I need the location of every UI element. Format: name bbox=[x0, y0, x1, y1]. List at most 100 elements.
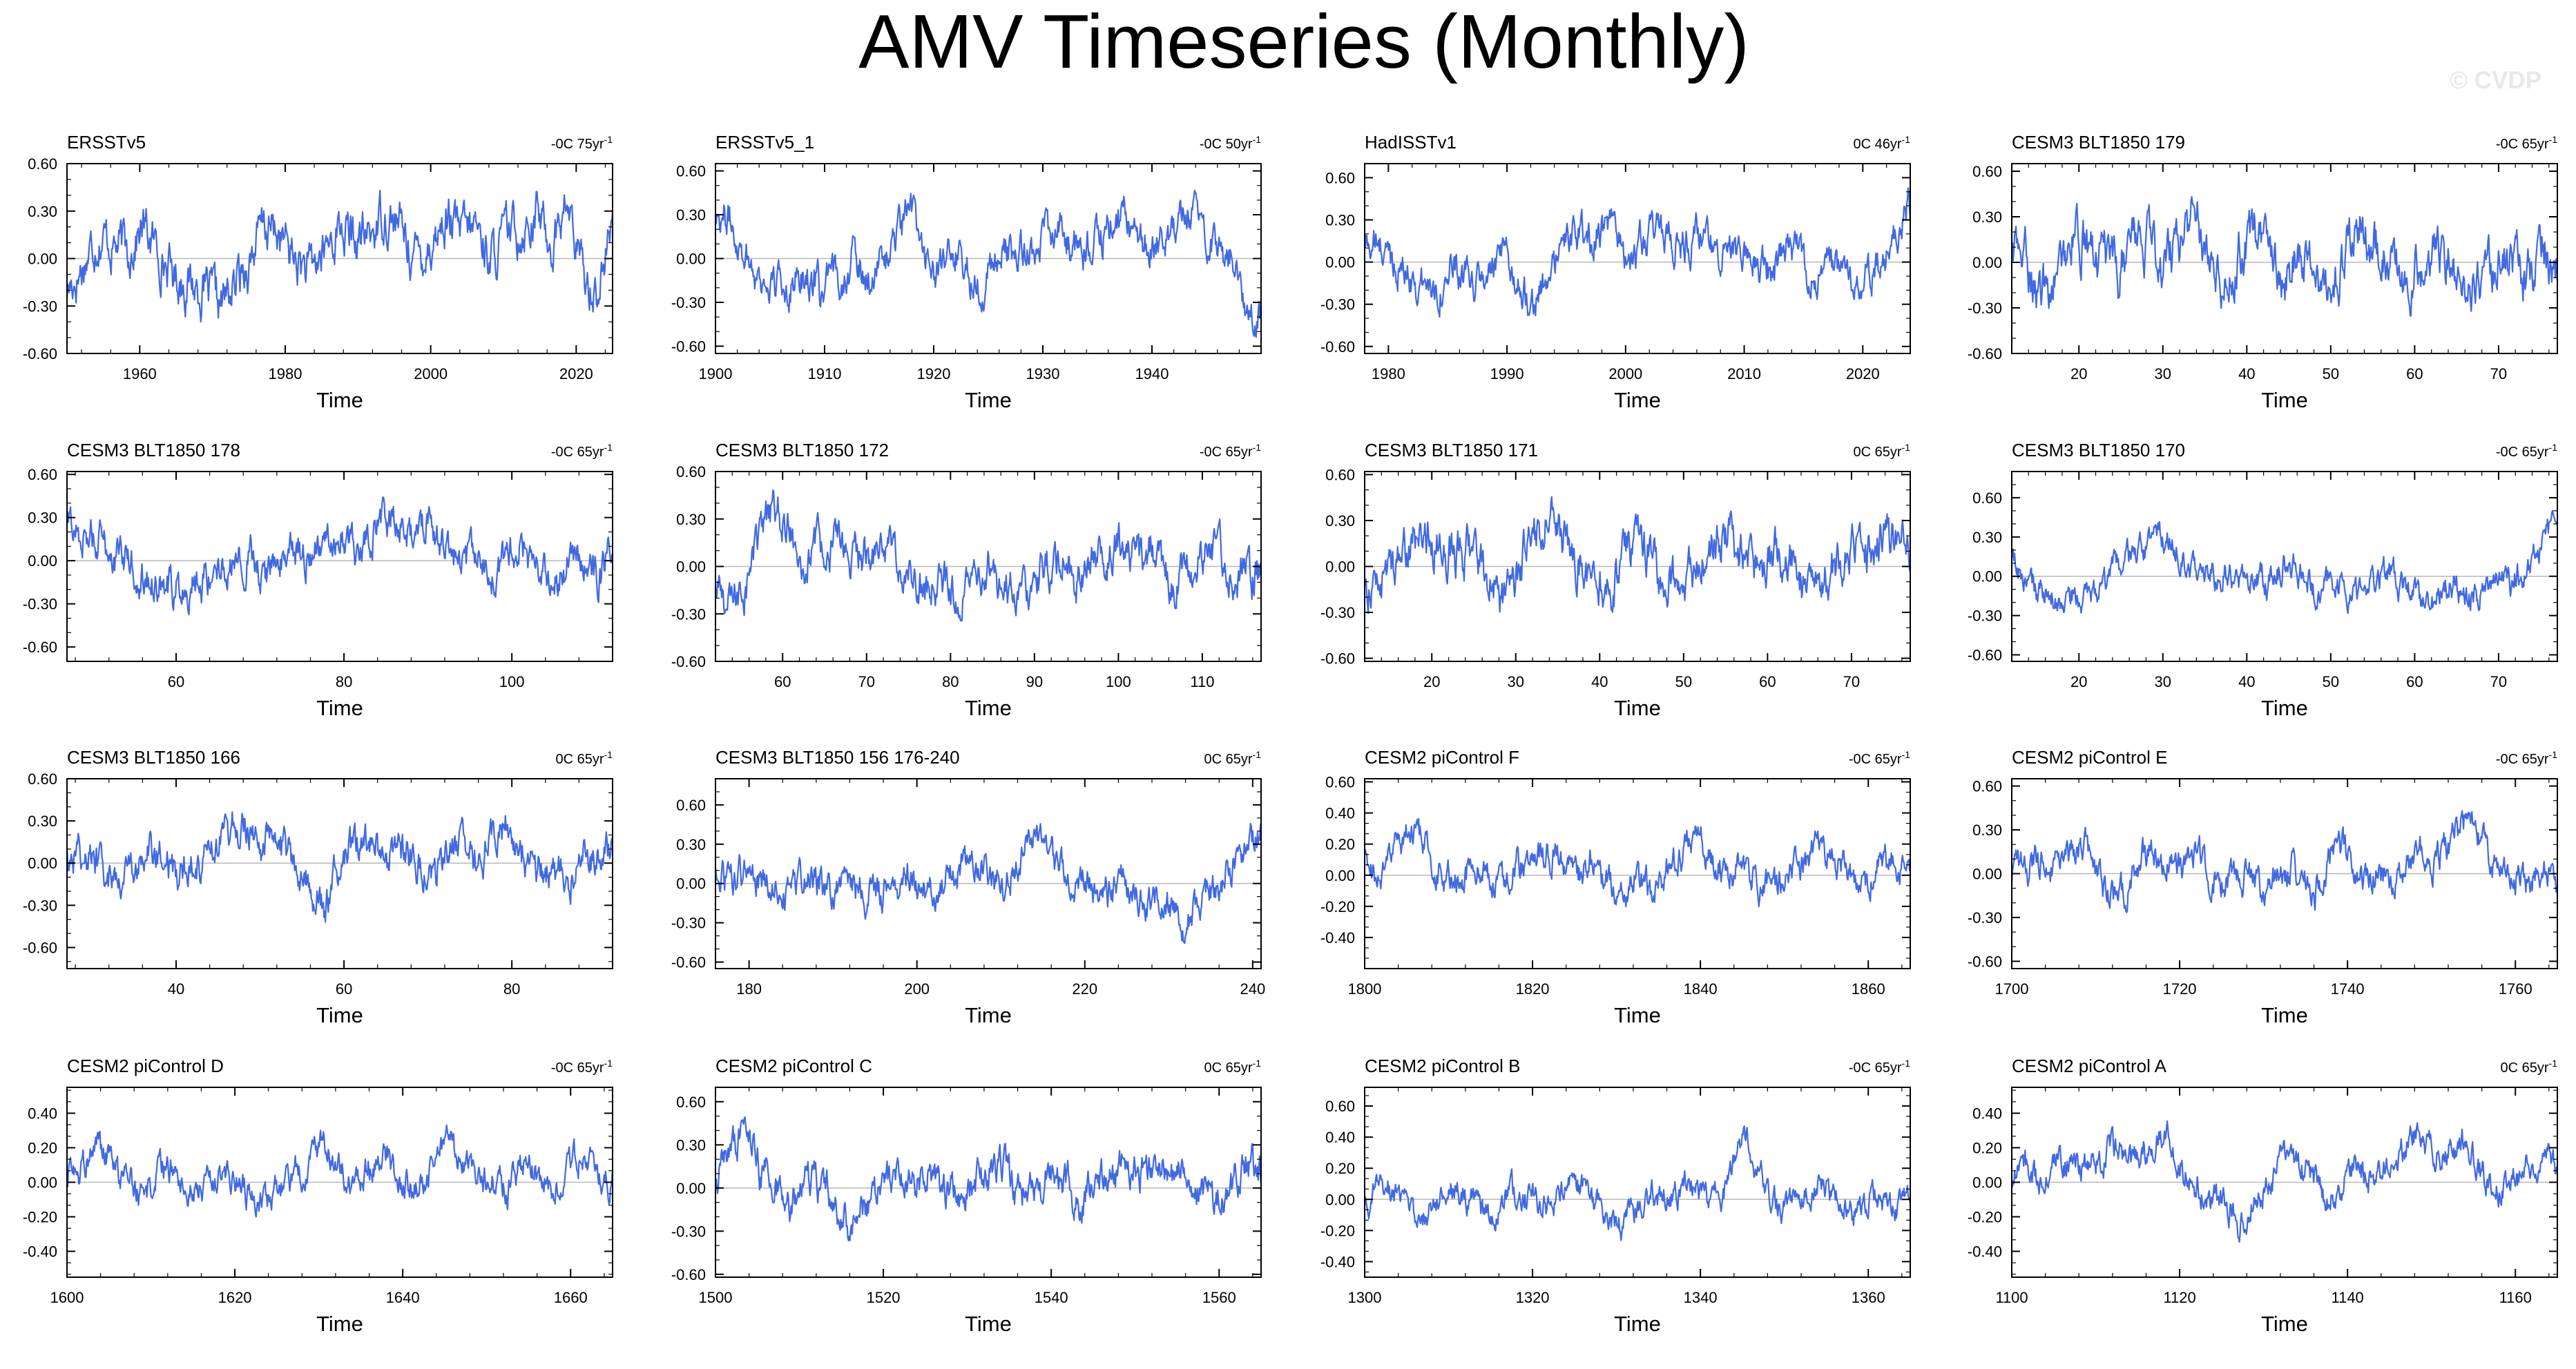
plot-frame bbox=[2011, 471, 2558, 662]
y-tick-label: -0.60 bbox=[1968, 647, 2002, 664]
x-tick-label: 1660 bbox=[554, 1289, 588, 1306]
panel-7: CESM3 BLT1850 171 0C 65yr-1 -0.60 -0.30 0.00… bbox=[1320, 440, 1911, 720]
panel-title: CESM3 BLT1850 171 bbox=[1365, 440, 1538, 460]
y-tick-label: -0.60 bbox=[1320, 338, 1355, 356]
y-tick-label: 0.30 bbox=[1325, 211, 1355, 229]
x-tick-label: 40 bbox=[1591, 673, 1608, 690]
x-axis-label: Time bbox=[965, 1312, 1012, 1336]
x-tick-label: 60 bbox=[168, 673, 184, 690]
x-tick-label: 1560 bbox=[1202, 1289, 1236, 1306]
series-line bbox=[2010, 810, 2559, 913]
x-tick-label: 1320 bbox=[1516, 1289, 1550, 1306]
y-tick-label: 0.00 bbox=[676, 559, 706, 576]
x-tick-label: 20 bbox=[2070, 365, 2087, 382]
y-tick-label: 0.00 bbox=[28, 552, 57, 570]
x-axis-label: Time bbox=[1614, 1003, 1661, 1027]
y-tick-label: -0.30 bbox=[671, 1223, 706, 1240]
x-tick-label: 1100 bbox=[1995, 1289, 2028, 1306]
panel-15: CESM2 piControl B -0C 65yr-1 -0.40 -0.20 0.0… bbox=[1320, 1056, 1912, 1336]
panel-title: CESM2 piControl F bbox=[1365, 747, 1519, 768]
x-tick-label: 50 bbox=[1675, 673, 1692, 690]
series-line bbox=[1364, 817, 1912, 908]
x-tick-label: 1640 bbox=[386, 1289, 420, 1306]
y-tick-label: 0.30 bbox=[28, 813, 57, 830]
x-tick-label: 70 bbox=[2490, 673, 2507, 690]
x-tick-label: 60 bbox=[2406, 673, 2423, 690]
y-tick-label: 0.60 bbox=[28, 770, 57, 788]
x-tick-label: 80 bbox=[336, 673, 352, 690]
y-tick-label: -0.60 bbox=[671, 954, 706, 971]
plot-frame bbox=[1364, 1087, 1911, 1278]
x-tick-label: 50 bbox=[2323, 365, 2339, 382]
y-tick-label: 0.60 bbox=[1972, 163, 2002, 180]
x-tick-label: 90 bbox=[1026, 673, 1043, 690]
plot-frame bbox=[715, 778, 1262, 969]
plot-frame bbox=[66, 471, 613, 662]
series-line bbox=[714, 822, 1262, 944]
y-tick-label: 0.00 bbox=[676, 875, 706, 893]
y-tick-label: 0.20 bbox=[1325, 1160, 1355, 1177]
x-axis-label: Time bbox=[1614, 1312, 1661, 1336]
y-tick-label: -0.20 bbox=[1320, 1222, 1355, 1239]
trend-label: -0C 65yr-1 bbox=[2496, 749, 2557, 767]
panel-title: CESM2 piControl C bbox=[715, 1056, 872, 1076]
x-tick-label: 20 bbox=[1423, 673, 1440, 690]
x-axis-label: Time bbox=[316, 1312, 363, 1336]
y-tick-label: 0.60 bbox=[28, 155, 57, 173]
y-tick-label: 0.30 bbox=[676, 206, 706, 224]
y-tick-label: 0.30 bbox=[676, 836, 706, 853]
panel-11: CESM2 piControl F -0C 65yr-1 -0.40 -0.20 0.0… bbox=[1320, 747, 1912, 1027]
series-line bbox=[2010, 196, 2559, 317]
y-tick-label: 0.60 bbox=[676, 163, 706, 180]
x-axis-label: Time bbox=[2261, 1003, 2308, 1027]
x-tick-label: 30 bbox=[2155, 673, 2171, 690]
panel-grid: ERSSTv5 -0C 75yr-1 -0.60 -0.30 0.00 0.30 0.60 1… bbox=[23, 132, 2559, 1336]
panel-12: CESM2 piControl E -0C 65yr-1 -0.60 -0.30 0.0… bbox=[1968, 747, 2559, 1027]
trend-label: 0C 65yr-1 bbox=[1854, 442, 1911, 460]
series-line bbox=[66, 1124, 614, 1218]
series-line bbox=[714, 489, 1262, 622]
y-tick-label: 0.20 bbox=[1325, 836, 1355, 853]
y-tick-label: 0.60 bbox=[28, 466, 57, 483]
x-tick-label: 1820 bbox=[1516, 980, 1550, 998]
y-tick-label: 0.30 bbox=[676, 1136, 706, 1154]
panel-16: CESM2 piControl A 0C 65yr-1 -0.40 -0.20 0.00… bbox=[1968, 1056, 2559, 1336]
panel-title: CESM2 piControl D bbox=[67, 1056, 224, 1076]
x-tick-label: 1160 bbox=[2499, 1289, 2532, 1306]
y-tick-label: 0.20 bbox=[28, 1140, 57, 1157]
y-tick-label: -0.30 bbox=[1320, 604, 1355, 621]
x-tick-label: 1600 bbox=[50, 1289, 84, 1306]
x-axis-label: Time bbox=[316, 1003, 363, 1027]
x-tick-label: 1360 bbox=[1852, 1289, 1885, 1306]
y-tick-label: -0.30 bbox=[1968, 909, 2002, 926]
trend-label: -0C 75yr-1 bbox=[551, 134, 613, 152]
x-tick-label: 1980 bbox=[1372, 365, 1405, 382]
plot-frame bbox=[66, 778, 613, 969]
series-line bbox=[1363, 1125, 1912, 1241]
x-axis-label: Time bbox=[965, 1003, 1012, 1027]
panel-title: CESM3 BLT1850 170 bbox=[2012, 440, 2185, 460]
y-tick-label: 0.00 bbox=[28, 251, 57, 268]
x-tick-label: 20 bbox=[2070, 673, 2087, 690]
y-tick-label: 0.00 bbox=[1972, 1174, 2002, 1192]
x-tick-label: 1960 bbox=[123, 365, 157, 382]
plot-frame bbox=[715, 1087, 1262, 1278]
x-tick-label: 30 bbox=[1508, 673, 1524, 690]
series-line bbox=[1363, 187, 1912, 318]
x-tick-label: 70 bbox=[1843, 673, 1860, 690]
x-tick-label: 1700 bbox=[1995, 980, 2029, 998]
y-tick-label: -0.30 bbox=[23, 298, 57, 315]
y-tick-label: 0.40 bbox=[28, 1105, 57, 1123]
panel-9: CESM3 BLT1850 166 0C 65yr-1 -0.60 -0.30 0.00… bbox=[23, 747, 613, 1027]
figure-title: AMV Timeseries (Monthly) bbox=[858, 0, 1749, 84]
y-tick-label: 0.00 bbox=[1325, 1191, 1355, 1208]
panel-6: CESM3 BLT1850 172 -0C 65yr-1 -0.60 -0.30 0.0… bbox=[671, 440, 1262, 720]
x-tick-label: 180 bbox=[736, 980, 762, 998]
x-tick-label: 100 bbox=[499, 673, 525, 690]
y-tick-label: -0.20 bbox=[23, 1209, 57, 1226]
x-tick-label: 1990 bbox=[1490, 365, 1524, 382]
trend-label: -0C 65yr-1 bbox=[1849, 749, 1910, 767]
panel-8: CESM3 BLT1850 170 -0C 65yr-1 -0.60 -0.30 0.0… bbox=[1968, 440, 2558, 720]
x-tick-label: 1520 bbox=[867, 1289, 901, 1306]
